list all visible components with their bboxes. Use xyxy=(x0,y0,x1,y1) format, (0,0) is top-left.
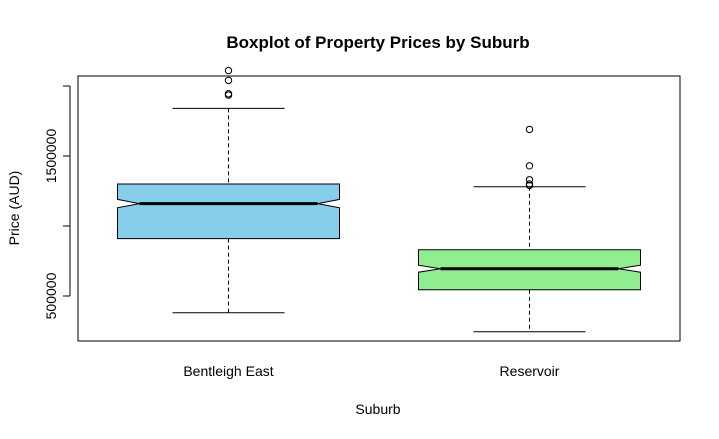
chart-title: Boxplot of Property Prices by Suburb xyxy=(226,33,529,52)
y-tick-label: 1500000 xyxy=(43,129,59,184)
box-group xyxy=(117,66,340,314)
y-axis-title: Price (AUD) xyxy=(6,171,22,246)
outlier-point xyxy=(224,90,233,98)
outlier-point xyxy=(224,66,233,75)
outlier-point xyxy=(525,176,534,184)
box-layer xyxy=(117,66,641,333)
x-axis-title: Suburb xyxy=(355,401,400,417)
outlier-point xyxy=(525,125,534,134)
x-tick-label: Bentleigh East xyxy=(183,363,273,379)
outlier-point xyxy=(525,162,534,170)
outlier-point xyxy=(224,76,233,85)
y-tick-label: 500000 xyxy=(43,272,59,319)
outlier-point xyxy=(525,180,534,188)
notched-box xyxy=(117,183,340,240)
x-tick-label: Reservoir xyxy=(500,363,560,379)
box-group xyxy=(418,125,641,333)
y-axis: 500000 1500000 xyxy=(43,85,71,319)
x-axis: Bentleigh East Reservoir xyxy=(183,363,559,379)
plot-frame xyxy=(77,75,681,342)
